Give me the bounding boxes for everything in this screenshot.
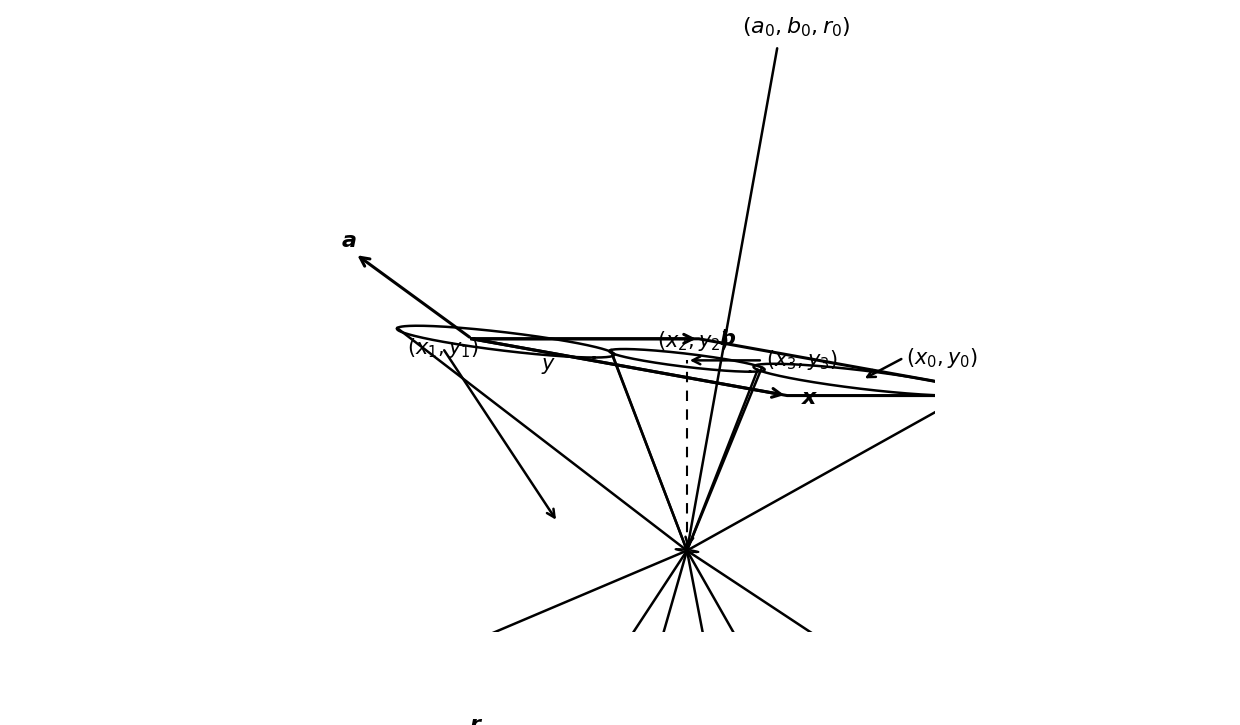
Text: x: x (802, 389, 816, 408)
Text: $(a_0,b_0,r_0)$: $(a_0,b_0,r_0)$ (743, 16, 851, 39)
Text: r: r (470, 716, 480, 725)
Text: a: a (341, 231, 356, 251)
Text: $(x_2,y_2)$: $(x_2,y_2)$ (657, 329, 729, 353)
Text: $(x_3,y_3)$: $(x_3,y_3)$ (766, 349, 837, 373)
Text: $(x_0,y_0)$: $(x_0,y_0)$ (906, 346, 978, 370)
Text: y: y (542, 354, 554, 374)
Text: b: b (719, 329, 735, 349)
Text: $(x_1,y_1)$: $(x_1,y_1)$ (407, 336, 479, 360)
